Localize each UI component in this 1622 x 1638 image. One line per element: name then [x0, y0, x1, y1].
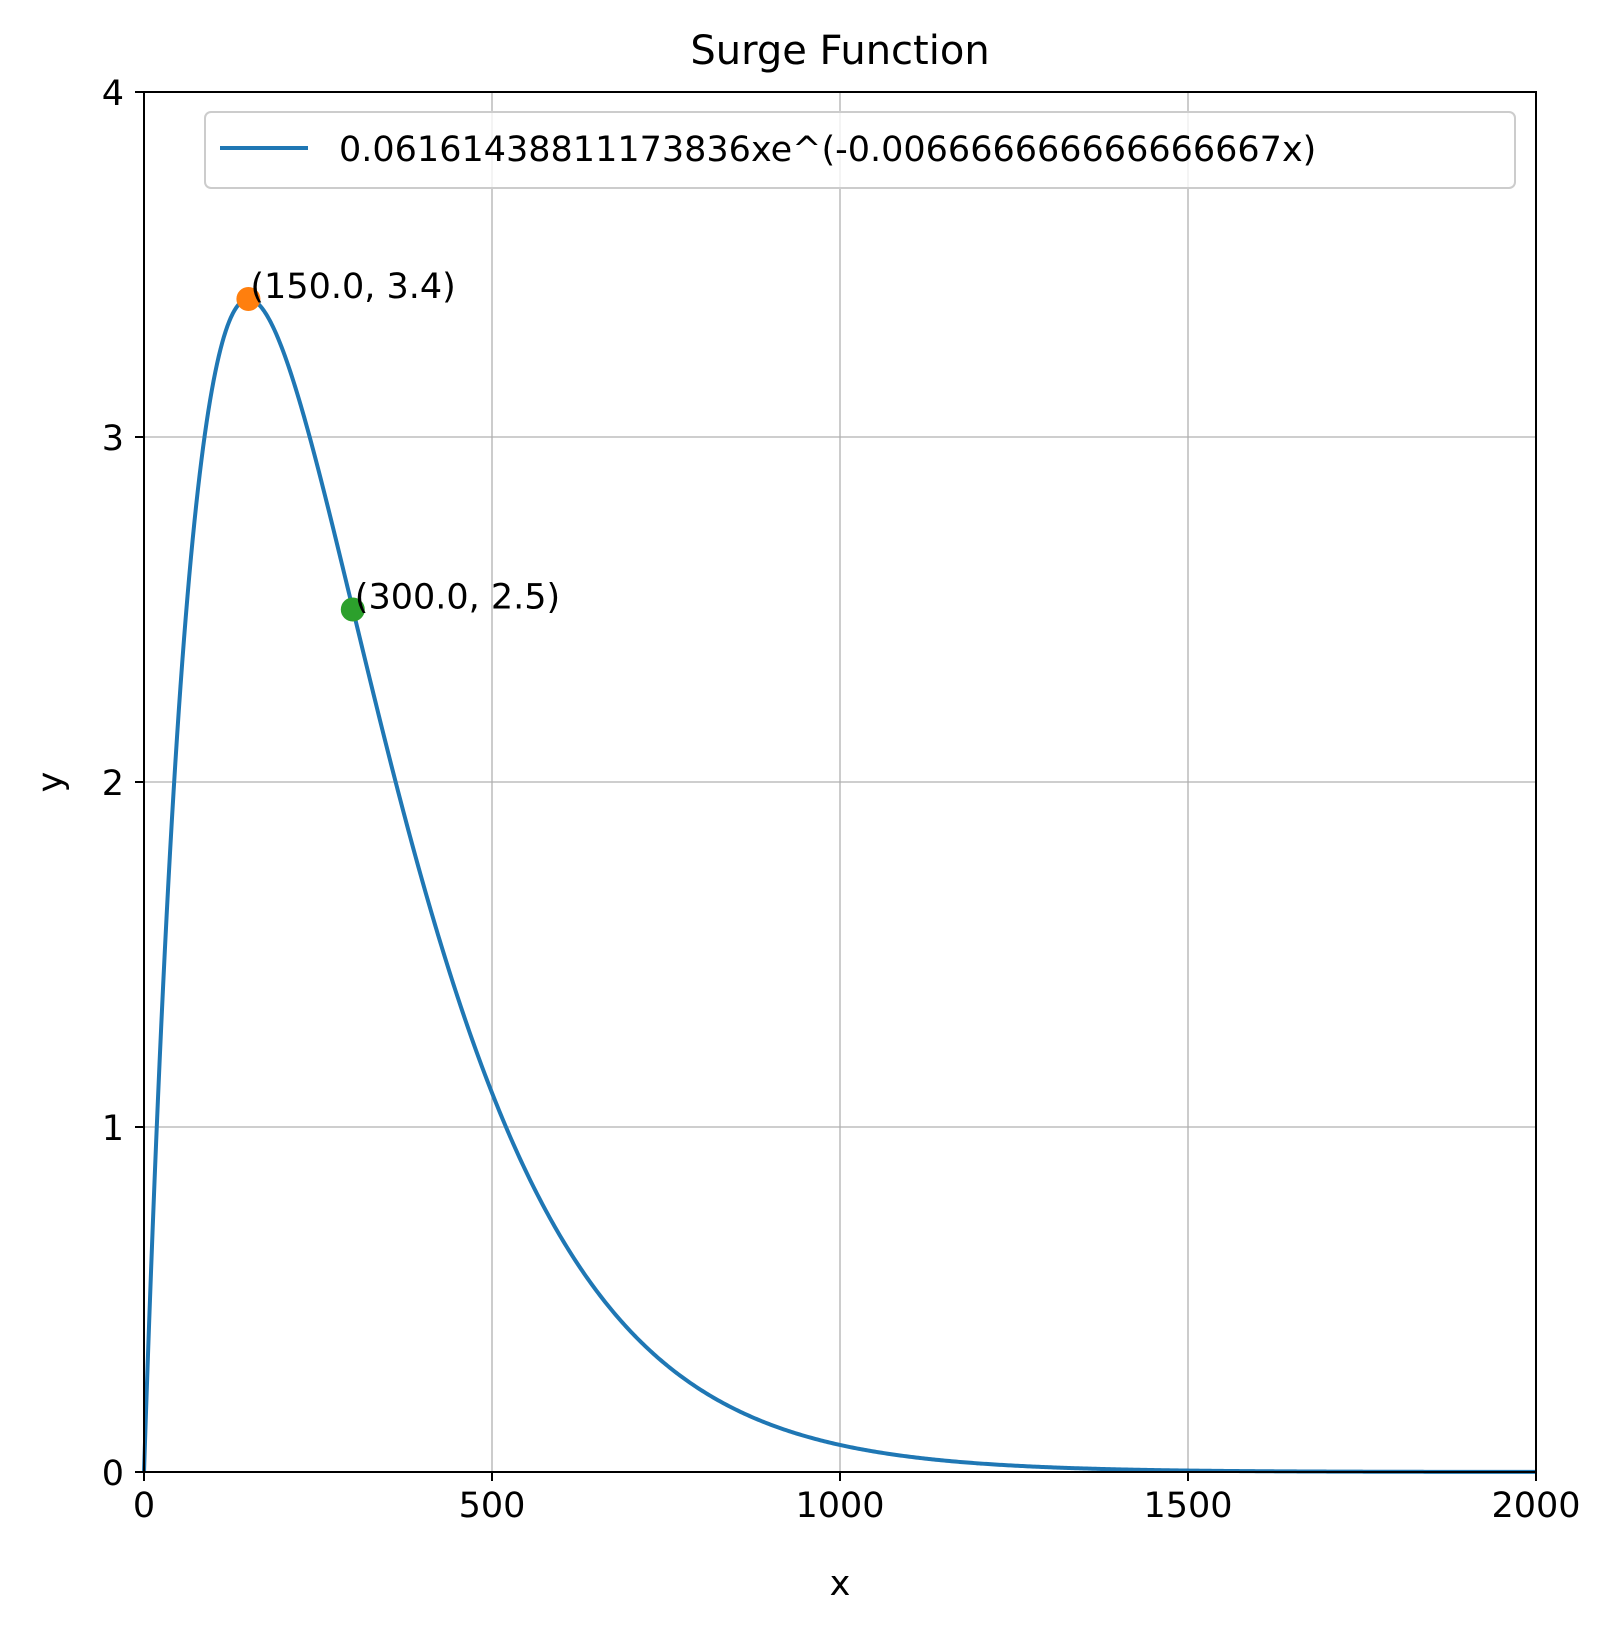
x-tick-label: 2000 [1491, 1486, 1580, 1526]
y-tick-label: 0 [102, 1454, 124, 1494]
x-tick-label: 1500 [1143, 1486, 1232, 1526]
legend-entry-label: 0.06161438811173836xe^(-0.00666666666666… [339, 130, 1316, 170]
x-axis-label: x [830, 1564, 851, 1604]
x-tick-label: 500 [459, 1486, 526, 1526]
y-tick-label: 4 [102, 74, 124, 114]
x-tick-label: 1000 [795, 1486, 884, 1526]
y-axis-label: y [31, 772, 71, 793]
highlight-point [340, 597, 365, 622]
highlight-point [236, 287, 261, 311]
points-layer: (150.0, 3.4) (300.0, 2.5) [236, 267, 560, 622]
y-tick-label: 3 [102, 419, 124, 459]
legend-frame [204, 111, 1516, 189]
point-annotation: (150.0, 3.4) [250, 267, 455, 307]
chart-title: Surge Function [690, 28, 989, 74]
legend: 0.06161438811173836xe^(-0.00666666666666… [204, 111, 1516, 189]
y-tick-label: 1 [102, 1109, 124, 1149]
point-annotation: (300.0, 2.5) [355, 578, 560, 618]
ticks: 0 500 1000 1500 2000 0 1 2 3 4 [102, 74, 1581, 1526]
y-tick-label: 2 [102, 764, 124, 804]
x-tick-label: 0 [133, 1486, 155, 1526]
